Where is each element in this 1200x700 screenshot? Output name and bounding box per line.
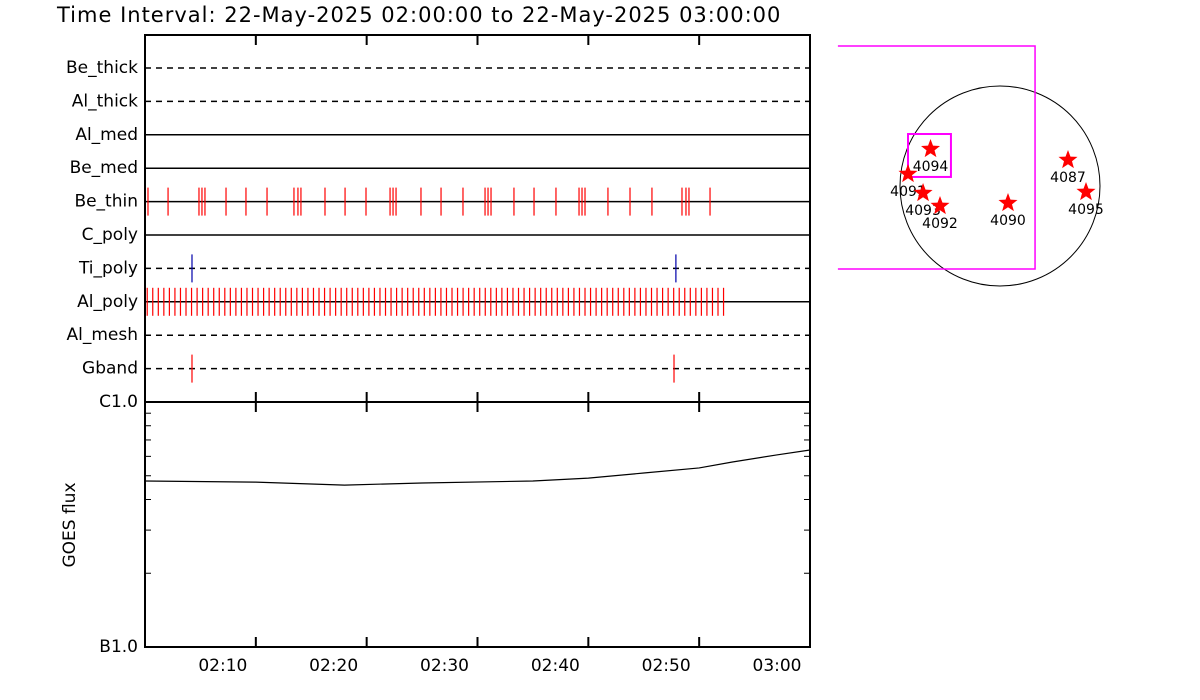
- title: Time Interval: 22-May-2025 02:00:00 to 2…: [56, 3, 781, 27]
- row-label: Be_med: [70, 158, 138, 178]
- row-label: C_poly: [82, 225, 138, 245]
- x-tick-label: 03:00: [753, 656, 802, 676]
- x-tick-label: 02:30: [420, 656, 469, 676]
- region-star: [898, 164, 918, 183]
- timeline-frame: [144, 34, 811, 403]
- region-star: [1076, 182, 1096, 201]
- x-tick-label: 02:50: [642, 656, 691, 676]
- solar-disk: [899, 85, 1101, 287]
- row-label: Al_mesh: [66, 325, 138, 345]
- region-label: 4094: [913, 159, 949, 175]
- x-tick-label: 02:20: [309, 656, 358, 676]
- region-star: [930, 196, 950, 215]
- row-label: Ti_poly: [78, 258, 138, 278]
- row-label: Be_thin: [74, 192, 138, 212]
- region-label: 4092: [922, 216, 958, 232]
- region-star: [921, 139, 941, 158]
- x-tick-label: 02:10: [198, 656, 247, 676]
- x-tick-label: 02:40: [531, 656, 580, 676]
- region-label: 4087: [1050, 170, 1086, 186]
- region-star: [1058, 150, 1078, 169]
- goes-curve: [144, 449, 811, 486]
- region-label: 4091: [890, 184, 926, 200]
- region-star: [998, 193, 1018, 212]
- row-label: Gband: [82, 359, 138, 379]
- row-label: Al_med: [75, 125, 138, 145]
- y-axis-label: GOES flux: [60, 482, 80, 567]
- y-tick-label: C1.0: [99, 392, 138, 412]
- pointing-box: [907, 133, 952, 178]
- row-label: Al_thick: [72, 91, 138, 111]
- goes-frame: [144, 401, 811, 648]
- y-tick-label: B1.0: [99, 637, 138, 657]
- row-label: Al_poly: [77, 292, 138, 312]
- region-star: [913, 183, 933, 202]
- region-label: 4095: [1068, 202, 1104, 218]
- row-label: Be_thick: [66, 58, 138, 78]
- region-label: 4090: [990, 213, 1026, 229]
- region-label: 4093: [905, 203, 941, 219]
- fov-box: [837, 45, 1036, 270]
